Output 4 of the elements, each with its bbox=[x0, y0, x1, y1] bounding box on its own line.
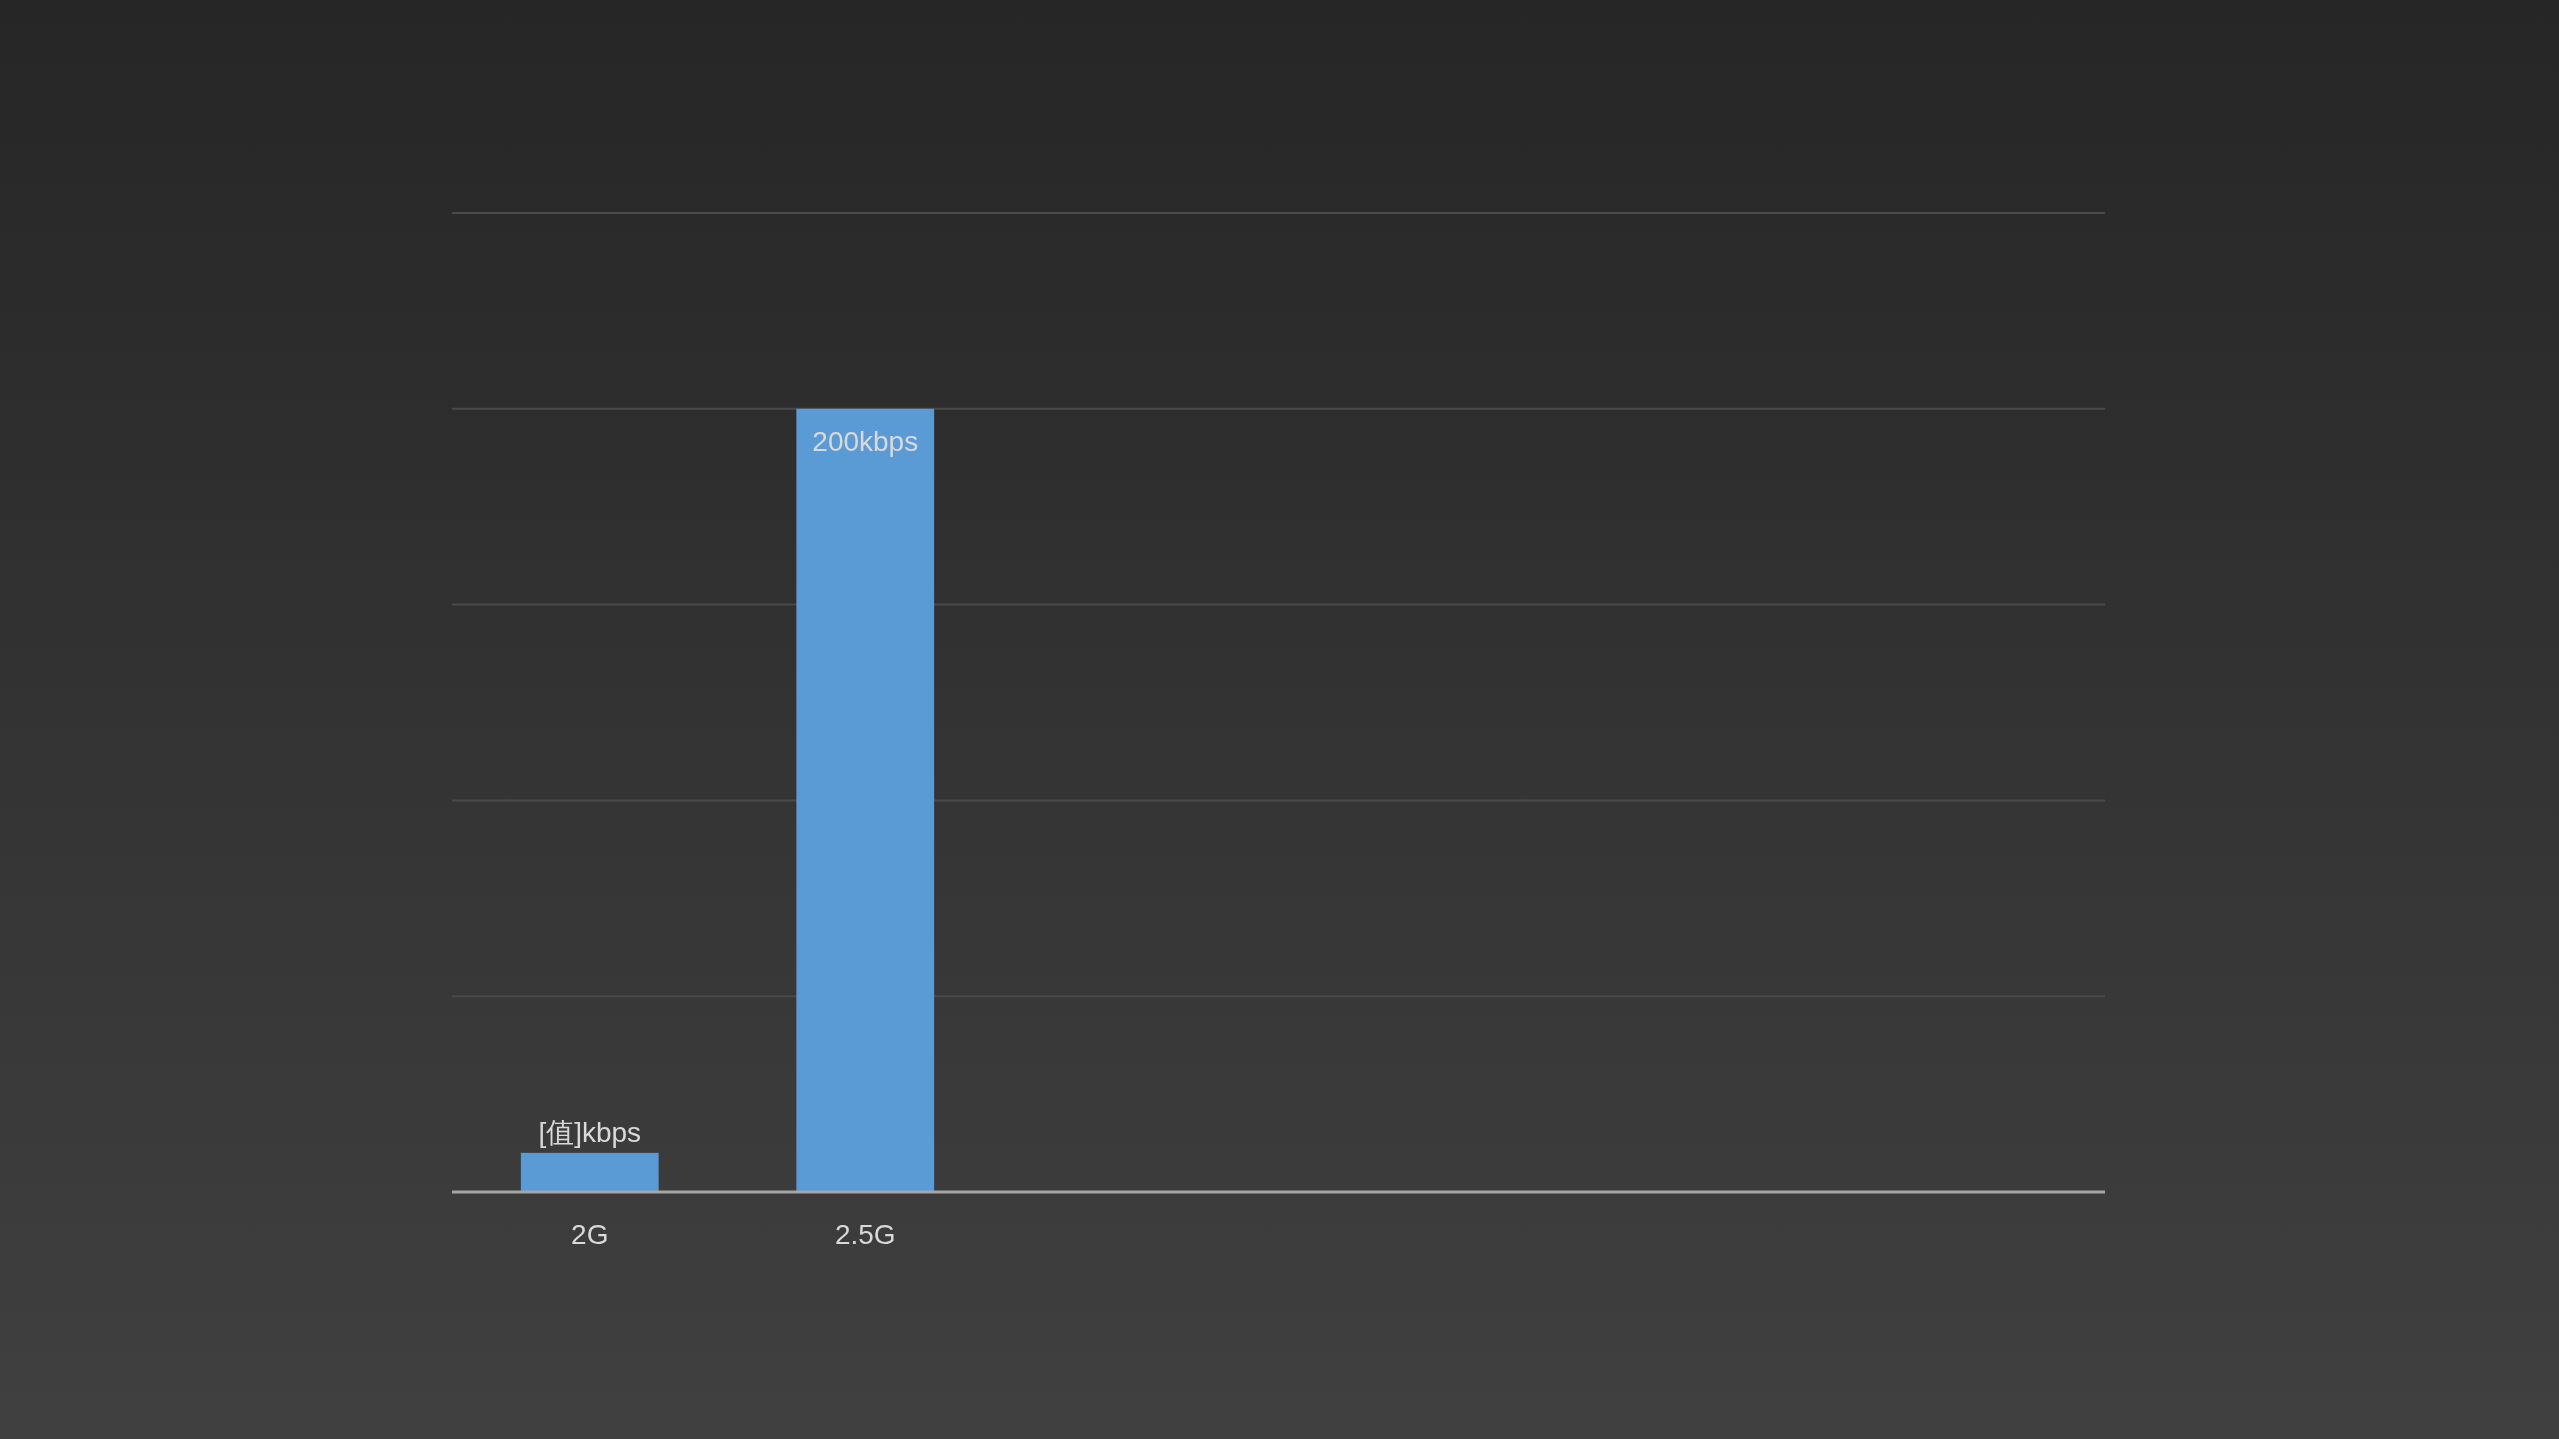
x-tick-label: 2G bbox=[571, 1218, 609, 1250]
x-tick-label: 2.5G bbox=[834, 1218, 896, 1250]
data-label: 200kbps bbox=[812, 426, 919, 458]
data-label: [值]kbps bbox=[538, 1117, 642, 1149]
